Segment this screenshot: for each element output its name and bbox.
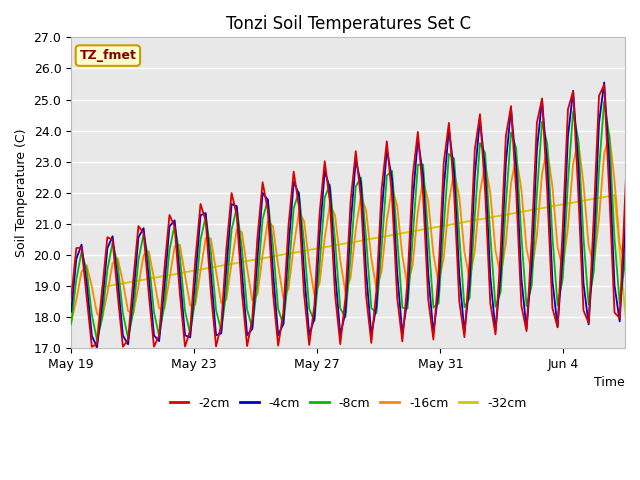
- Title: Tonzi Soil Temperatures Set C: Tonzi Soil Temperatures Set C: [225, 15, 470, 33]
- Text: TZ_fmet: TZ_fmet: [79, 49, 136, 62]
- Legend: -2cm, -4cm, -8cm, -16cm, -32cm: -2cm, -4cm, -8cm, -16cm, -32cm: [164, 392, 532, 415]
- Y-axis label: Soil Temperature (C): Soil Temperature (C): [15, 129, 28, 257]
- X-axis label: Time: Time: [595, 376, 625, 389]
